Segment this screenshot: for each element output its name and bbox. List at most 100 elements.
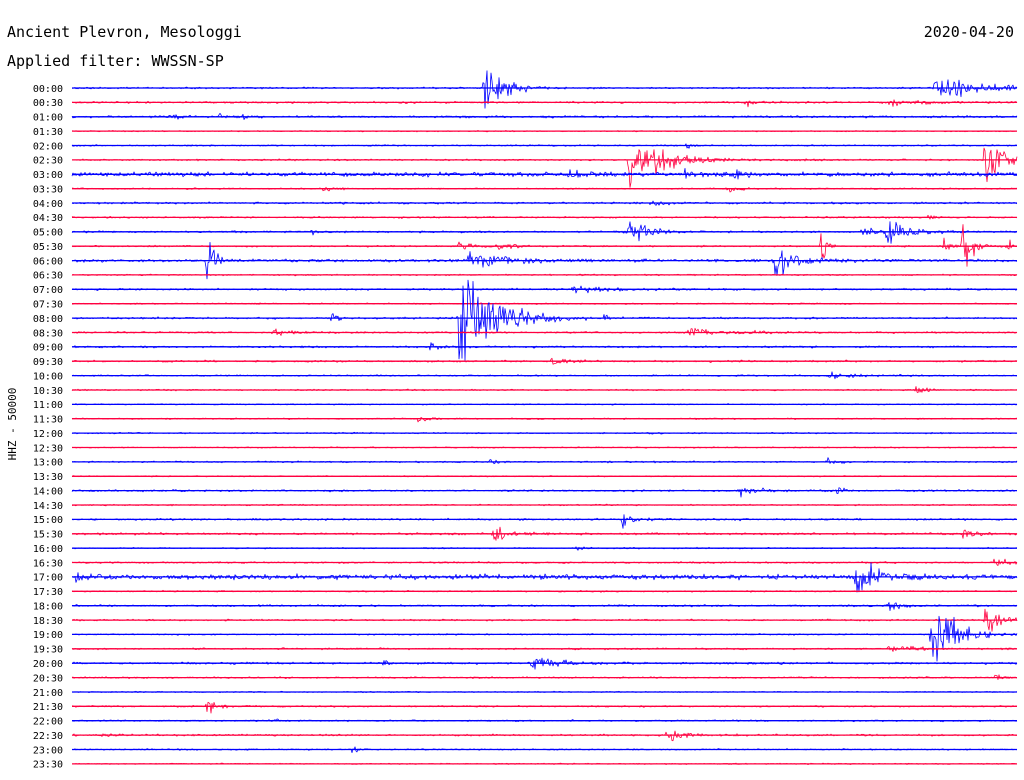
row-time-label: 17:00 xyxy=(33,573,63,584)
trace-row-0530 xyxy=(71,224,1017,267)
trace-row-1130 xyxy=(71,417,1018,423)
trace-row-1600 xyxy=(71,546,1018,551)
row-time-label: 20:30 xyxy=(33,673,63,684)
row-time-label: 19:00 xyxy=(33,630,63,641)
trace-row-2000 xyxy=(71,657,1018,670)
row-time-label: 13:30 xyxy=(33,472,63,483)
row-time-label: 18:30 xyxy=(33,616,63,627)
trace-row-1430 xyxy=(72,503,1018,507)
row-time-label: 06:00 xyxy=(33,256,63,267)
row-time-label: 15:30 xyxy=(33,530,63,541)
row-time-label: 02:30 xyxy=(33,156,63,167)
row-time-label: 02:00 xyxy=(33,141,63,152)
row-time-label: 06:30 xyxy=(33,271,63,282)
row-time-label: 09:00 xyxy=(33,343,63,354)
trace-row-2200 xyxy=(71,718,1018,723)
trace-row-1530 xyxy=(71,526,1018,541)
row-time-label: 11:30 xyxy=(33,415,63,426)
trace-row-0700 xyxy=(71,285,1018,294)
channel-label: HHZ - 50000 xyxy=(6,388,19,461)
row-time-label: 15:00 xyxy=(33,515,63,526)
row-time-label: 16:30 xyxy=(33,558,63,569)
row-time-label: 17:30 xyxy=(33,587,63,598)
date-label: 2020-04-20 xyxy=(924,23,1014,41)
trace-row-2330 xyxy=(71,762,1018,765)
trace-row-0230 xyxy=(72,147,1018,188)
row-time-label: 12:30 xyxy=(33,443,63,454)
row-time-label: 03:30 xyxy=(33,185,63,196)
row-time-label: 08:00 xyxy=(33,314,63,325)
trace-row-1330 xyxy=(71,475,1018,478)
trace-row-2300 xyxy=(71,746,1018,753)
seismic-traces xyxy=(71,70,1018,765)
trace-row-0130 xyxy=(72,130,1018,133)
row-time-label: 19:30 xyxy=(33,645,63,656)
row-time-label: 23:00 xyxy=(33,745,63,756)
filter-label: Applied filter: WWSSN-SP xyxy=(7,52,224,70)
trace-row-0200 xyxy=(71,143,1018,149)
row-time-label: 18:00 xyxy=(33,602,63,613)
trace-row-0600 xyxy=(71,242,1018,280)
trace-row-0800 xyxy=(71,279,1018,361)
trace-row-0330 xyxy=(71,186,1018,193)
row-time-label: 03:00 xyxy=(33,170,63,181)
row-time-label: 04:30 xyxy=(33,213,63,224)
row-time-label: 08:30 xyxy=(33,328,63,339)
trace-row-1230 xyxy=(71,446,1018,449)
row-time-label: 07:30 xyxy=(33,300,63,311)
trace-row-1730 xyxy=(71,589,1018,593)
row-time-label: 22:30 xyxy=(33,731,63,742)
trace-row-0430 xyxy=(71,214,1018,220)
row-time-label: 10:30 xyxy=(33,386,63,397)
trace-row-1830 xyxy=(72,608,1018,632)
row-time-label: 14:00 xyxy=(33,486,63,497)
trace-row-1300 xyxy=(71,457,1018,465)
trace-row-0000 xyxy=(71,70,1018,109)
trace-row-1500 xyxy=(71,514,1018,529)
trace-row-0930 xyxy=(71,357,1018,365)
trace-row-2230 xyxy=(71,730,1018,742)
trace-row-0300 xyxy=(71,168,1018,180)
row-time-label: 11:00 xyxy=(33,400,63,411)
row-time-label: 07:00 xyxy=(33,285,63,296)
trace-row-2030 xyxy=(71,674,1018,680)
row-time-label: 00:00 xyxy=(33,84,63,95)
trace-row-1930 xyxy=(71,645,1018,652)
trace-row-0900 xyxy=(71,342,1018,351)
trace-row-1200 xyxy=(71,431,1018,435)
row-time-label: 23:30 xyxy=(33,760,63,771)
trace-row-0030 xyxy=(72,99,1018,108)
row-time-label: 12:00 xyxy=(33,429,63,440)
row-time-label: 10:00 xyxy=(33,371,63,382)
row-labels: 00:00 00:30 01:00 01:30 02:00 02:30 03:00 03:30… xyxy=(33,84,63,771)
trace-row-0400 xyxy=(71,200,1018,206)
row-time-label: 13:00 xyxy=(33,458,63,469)
row-time-label: 01:30 xyxy=(33,127,63,138)
trace-row-1100 xyxy=(71,403,1018,406)
row-time-label: 21:30 xyxy=(33,702,63,713)
trace-row-0500 xyxy=(71,221,1018,244)
row-time-label: 00:30 xyxy=(33,98,63,109)
trace-row-1700 xyxy=(71,562,1018,593)
row-time-label: 05:30 xyxy=(33,242,63,253)
row-time-label: 04:00 xyxy=(33,199,63,210)
trace-row-1000 xyxy=(71,371,1017,380)
row-time-label: 09:30 xyxy=(33,357,63,368)
station-title: Ancient Plevron, Mesologgi xyxy=(7,23,242,41)
row-time-label: 20:00 xyxy=(33,659,63,670)
trace-row-0830 xyxy=(71,327,1018,336)
row-time-label: 21:00 xyxy=(33,688,63,699)
trace-row-2100 xyxy=(71,690,1018,694)
trace-row-1030 xyxy=(71,386,1018,394)
row-time-label: 14:30 xyxy=(33,501,63,512)
row-time-label: 01:00 xyxy=(33,113,63,124)
trace-row-2130 xyxy=(71,701,1018,714)
row-time-label: 22:00 xyxy=(33,717,63,728)
row-time-label: 05:00 xyxy=(33,228,63,239)
trace-row-1800 xyxy=(71,602,1018,611)
trace-row-1400 xyxy=(71,487,1018,498)
trace-row-0630 xyxy=(71,273,1018,277)
trace-row-1900 xyxy=(71,615,1018,662)
row-time-label: 16:00 xyxy=(33,544,63,555)
